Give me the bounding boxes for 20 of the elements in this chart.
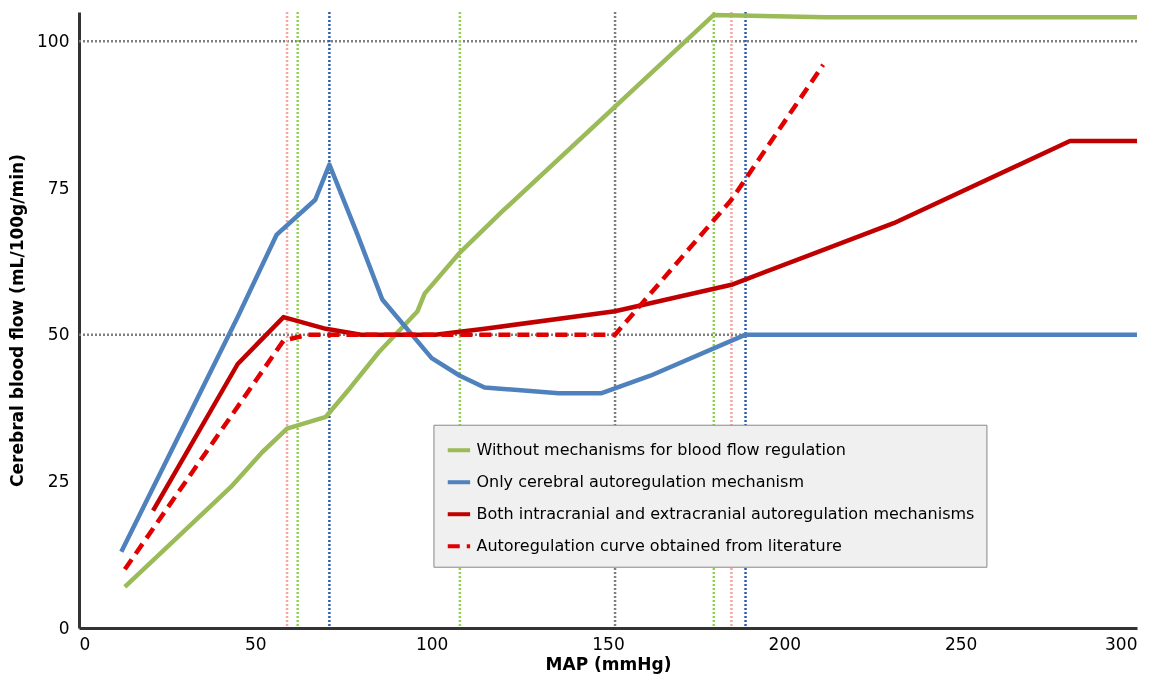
legend-label: Without mechanisms for blood flow regulation xyxy=(476,440,846,460)
x-tick-label: 0 xyxy=(79,633,91,654)
y-tick-label: 100 xyxy=(37,30,70,51)
x-tick-label: 100 xyxy=(415,633,449,654)
legend-label: Only cerebral autoregulation mechanism xyxy=(476,472,804,492)
line-series xyxy=(119,162,1137,554)
line-series xyxy=(122,12,1137,590)
y-tick-label: 25 xyxy=(47,470,70,491)
x-tick-label: 200 xyxy=(768,633,802,654)
x-tick-label: 300 xyxy=(1105,633,1138,654)
legend-label: Both intracranial and extracranial autoregulation mechanisms xyxy=(476,504,975,524)
y-tick-label: 50 xyxy=(47,324,70,345)
y-tick-label: 0 xyxy=(58,617,70,638)
y-axis-title: Cerebral blood flow (mL/100g/min) xyxy=(7,154,28,487)
x-tick-label: 150 xyxy=(592,633,625,654)
x-axis-title: MAP (mmHg) xyxy=(545,653,672,674)
y-tick-label: 75 xyxy=(47,177,70,198)
legend-label: Autoregulation curve obtained from literature xyxy=(476,536,842,556)
x-tick-label: 250 xyxy=(944,633,978,654)
x-tick-label: 50 xyxy=(245,633,267,654)
